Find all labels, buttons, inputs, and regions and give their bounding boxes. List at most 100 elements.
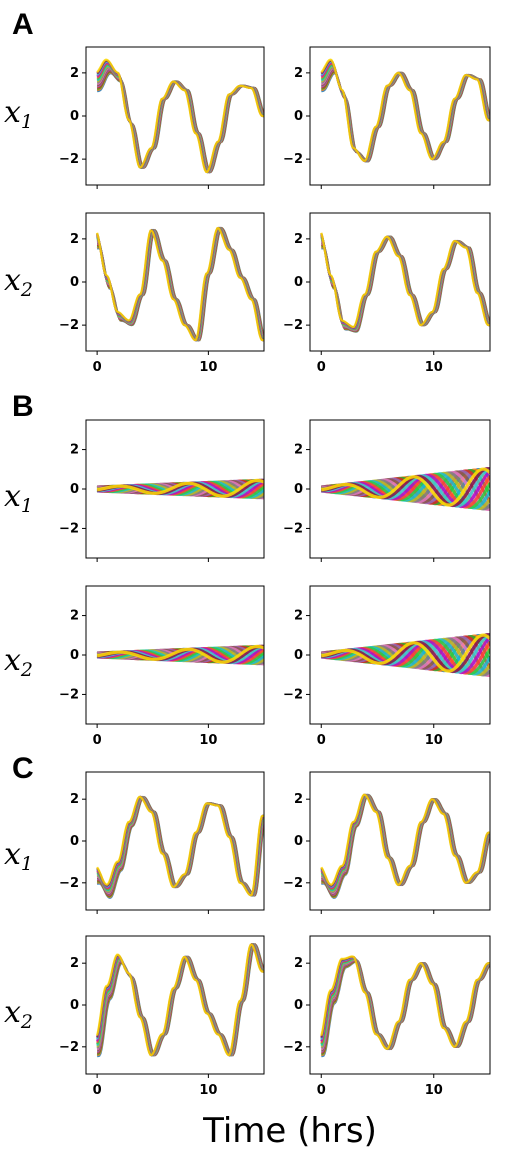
panel-c-x2-col2-xtick-label: 0 [317, 1083, 326, 1098]
panel-b-x2-col1-series [96, 644, 264, 666]
panel-a-x1-col1-ytick-label: 2 [70, 66, 79, 81]
panel-c-x2-col1-ytick-label: 0 [70, 998, 79, 1013]
panel-b-x2-col1-ytick-label: 0 [70, 648, 79, 663]
svg-text:x1: x1 [4, 837, 33, 875]
svg-text:x1: x1 [4, 95, 33, 133]
panel-c-x1-col2: 2 0 −2 [283, 771, 491, 914]
panel-a-x2-col2-frame [309, 212, 491, 352]
panel-a-x2-col2-series [320, 232, 490, 333]
panel-a-x1-col1-series-15 [96, 59, 264, 174]
panel-c-x2-col1-series [96, 942, 264, 1058]
panel-c-x2-col2-ytick-label: −2 [283, 1040, 303, 1055]
panel-a-x2-col2-ytick-label: −2 [283, 318, 303, 333]
panel-b-x2-col2-ytick-label: 0 [294, 648, 303, 663]
panel-b-x1-col1-ytick-label: −2 [59, 521, 79, 536]
panel-c-x1-col1-ytick-label: 2 [70, 792, 79, 807]
panel-a-x1-col2-ytick-label: 0 [294, 109, 303, 124]
panel-b-x1-col2-ytick-label: 2 [294, 443, 303, 458]
panel-a-x2-col1-series [96, 226, 264, 342]
panel-c-x2-col2-frame [309, 935, 491, 1075]
panel-a-x2-col1-series-16 [96, 227, 264, 342]
panel-a-x2-col1-series-15 [96, 226, 264, 342]
svg-text:x2: x2 [4, 995, 33, 1033]
svg-text:x2: x2 [4, 263, 33, 301]
row-label-a-x1: x1 [4, 95, 33, 133]
panel-a-x2-col1-series-11 [96, 227, 264, 342]
panel-b-x2-col2-ytick-label: −2 [283, 687, 303, 702]
panel-a-x1-col1: 2 0 −2 [59, 46, 265, 189]
panel-c-x1-col1-ytick-label: −2 [59, 876, 79, 891]
panel-a-x1-col1-series [96, 58, 264, 174]
panel-b-x1-col2-series-16 [321, 467, 490, 507]
panel-a-x2-col1-series-12 [96, 227, 264, 342]
row-label-c-x2: x2 [4, 995, 33, 1033]
panel-c-x2-col1-series-16 [96, 943, 264, 1057]
panel-c-x1-col2-ytick-label: −2 [283, 876, 303, 891]
panel-b-x2-col1-xtick-label: 10 [199, 733, 217, 748]
panel-a-x1-col1-ytick-label: −2 [59, 152, 79, 167]
panel-a-x1-col2-frame [309, 46, 491, 186]
panel-a-x2-col2-ytick-label: 0 [294, 275, 303, 290]
panel-b-x2-col1-xtick-label: 0 [93, 733, 102, 748]
panel-a-x1-col2-series [320, 58, 490, 163]
panel-b-x2-col2: 2 0 −2 0 10 [283, 585, 491, 748]
panel-c-x2-col2-series-16 [320, 955, 490, 1050]
panel-b-x2-col1: 2 0 −2 0 10 [59, 585, 265, 748]
panel-a-x2-col2: 2 0 −2 0 10 [283, 212, 491, 375]
panel-b-x2-col2-series-16 [321, 633, 490, 673]
panel-b-x2-col2-series [321, 632, 490, 678]
panel-c-x1-col1: 2 0 −2 [59, 771, 265, 914]
panel-a-x2-col1-series-1 [96, 226, 264, 342]
panel-a-x1-col1-series-16 [96, 58, 264, 173]
panel-b-x1-col2-ytick-label: −2 [283, 521, 303, 536]
panel-b-x1-col2-ytick-label: 0 [294, 482, 303, 497]
panel-a-x2-col1-xtick-label: 0 [93, 360, 102, 375]
panel-c-x1-col2-series-16 [320, 793, 490, 886]
panel-c-x1-col2-ytick-label: 0 [294, 834, 303, 849]
panel-a-x1-col1-ytick-label: 0 [70, 109, 79, 124]
panel-a-x2-col1-ytick-label: −2 [59, 318, 79, 333]
panel-c-x1-col1-series-16 [96, 795, 264, 897]
panel-c-x1-col2-series [320, 793, 490, 899]
row-label-c-x1: x1 [4, 837, 33, 875]
panel-a-x1-col2: 2 0 −2 [283, 46, 491, 189]
panel-a-x2-col1-series-3 [96, 227, 264, 342]
x-axis-label: Time (hrs) [202, 1111, 377, 1151]
panel-c-x2-col1-ytick-label: −2 [59, 1040, 79, 1055]
panel-a-x1-col2-ytick-label: −2 [283, 152, 303, 167]
panel-b-x1-col1-series-16 [96, 478, 264, 498]
panel-letter-a: A [12, 8, 34, 41]
svg-text:x1: x1 [4, 479, 33, 517]
panel-c-x1-col1-ytick-label: 0 [70, 834, 79, 849]
panel-a-x2-col1-series-14 [96, 226, 264, 342]
panel-a-x2-col1-series-5 [97, 226, 264, 342]
panel-b-x2-col2-ytick-label: 2 [294, 609, 303, 624]
panel-b-x2-col1-series-16 [96, 644, 264, 664]
panel-b-x1-col1-ytick-label: 2 [70, 443, 79, 458]
panel-b-x1-col1-series [96, 478, 264, 500]
row-label-a-x2: x2 [4, 263, 33, 301]
panel-b-x2-col1-ytick-label: −2 [59, 687, 79, 702]
panel-a-x2-col1-series-9 [96, 226, 264, 342]
panel-letter-c: C [12, 752, 34, 785]
panel-b-x1-col1: 2 0 −2 [59, 419, 265, 562]
panel-a-x2-col2-ytick-label: 2 [294, 232, 303, 247]
panel-a-x2-col1-series-8 [96, 226, 264, 342]
panel-a-x1-col2-ytick-label: 2 [294, 66, 303, 81]
panel-a-x2-col1-series-4 [97, 226, 264, 342]
panel-a-x2-col1-xtick-label: 10 [199, 360, 217, 375]
panel-a-x2-col1-ytick-label: 0 [70, 275, 79, 290]
panel-c-x2-col2-ytick-label: 0 [294, 998, 303, 1013]
panel-b-x2-col1-ytick-label: 2 [70, 609, 79, 624]
panel-a-x2-col1-ytick-label: 2 [70, 232, 79, 247]
panel-a-x2-col1-series-10 [96, 226, 264, 342]
panel-a-x2-col2-xtick-label: 10 [425, 360, 443, 375]
panel-c-x2-col1-xtick-label: 0 [93, 1083, 102, 1098]
panel-c-x1-col1-series [96, 795, 264, 899]
panel-a-x2-col1-series-2 [96, 227, 264, 342]
panel-c-x2-col2-ytick-label: 2 [294, 956, 303, 971]
panel-b-x1-col2-series [321, 466, 490, 512]
panel-letter-b: B [12, 390, 34, 423]
